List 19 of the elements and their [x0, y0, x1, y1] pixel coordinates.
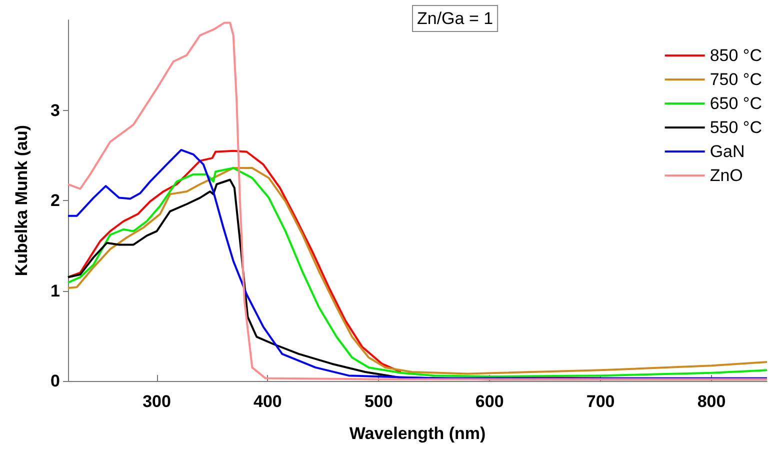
x-tick-label: 600: [475, 392, 504, 411]
x-tick-label: 800: [697, 392, 726, 411]
x-axis-title: Wavelength (nm): [349, 424, 486, 443]
legend-label: ZnO: [710, 166, 743, 185]
legend-label: 750 °C: [710, 70, 762, 89]
legend-label: GaN: [710, 142, 745, 161]
x-tick-label: 400: [254, 392, 282, 411]
x-tick-label: 300: [142, 392, 171, 411]
y-tick-label: 0: [50, 372, 60, 390]
legend-label: 550 °C: [710, 118, 762, 137]
legend-label: 650 °C: [710, 94, 762, 113]
annotation: Zn/Ga = 1: [417, 9, 494, 28]
legend-label: 850 °C: [710, 46, 762, 65]
x-tick-label: 500: [364, 392, 393, 411]
y-tick-label: 1: [50, 281, 60, 300]
y-axis-title: Kubelka Munk (au): [12, 124, 31, 276]
x-tick-label: 700: [586, 392, 615, 411]
y-tick-label: 2: [50, 191, 60, 210]
y-tick-label: 3: [50, 100, 60, 120]
